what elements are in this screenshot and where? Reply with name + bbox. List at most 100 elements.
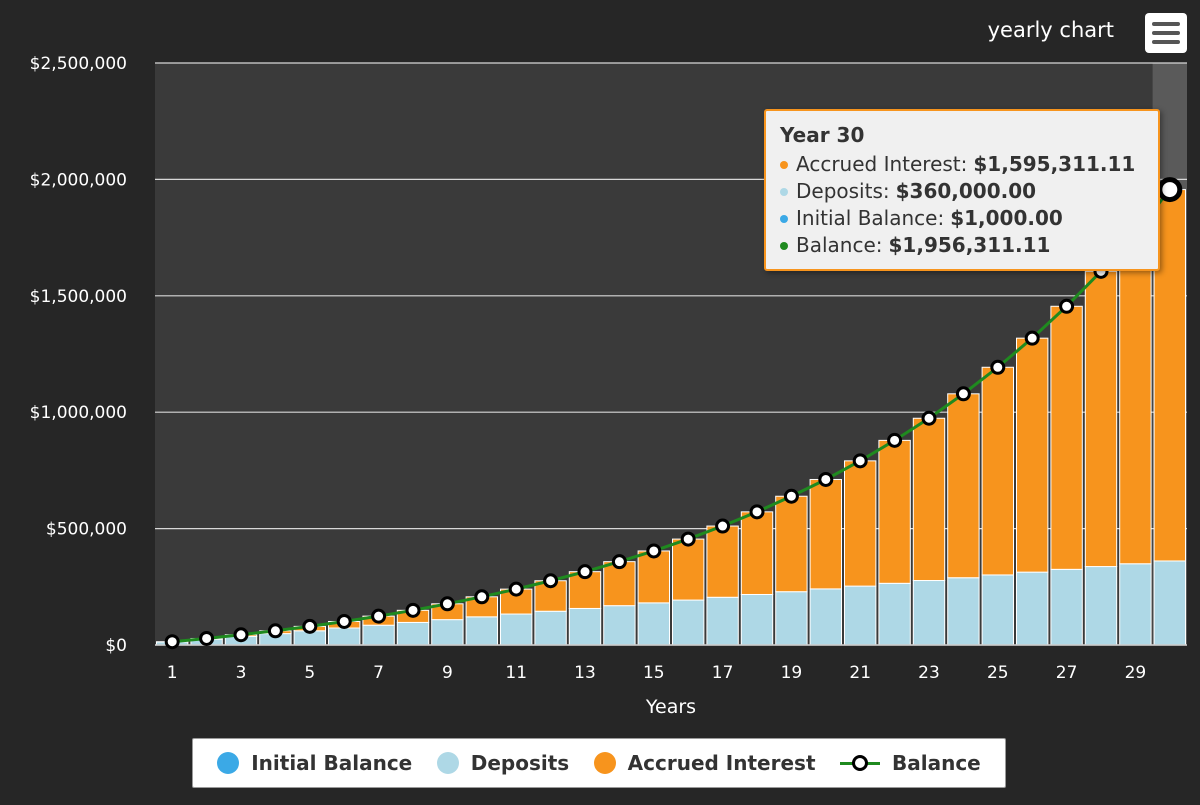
x-tick-label: 19	[781, 663, 803, 683]
tooltip-row-initial: Initial Balance: $1,000.00	[780, 205, 1144, 232]
bar-deposits	[534, 610, 567, 646]
tooltip: Year 30 Accrued Interest: $1,595,311.11 …	[764, 109, 1160, 271]
tooltip-value: $360,000.00	[895, 179, 1037, 203]
y-tick-label: $2,500,000	[30, 54, 127, 74]
y-tick-label: $1,500,000	[30, 287, 127, 307]
bar-deposits	[1084, 566, 1118, 646]
tooltip-row-interest: Accrued Interest: $1,595,311.11	[780, 151, 1144, 178]
bar-deposits	[740, 593, 774, 646]
bar-deposits	[431, 619, 464, 646]
balance-point	[680, 531, 696, 547]
legend: Initial Balance Deposits Accrued Interes…	[192, 738, 1006, 788]
bar-deposits	[1119, 563, 1152, 646]
balance-point	[302, 618, 318, 634]
x-tick-label: 27	[1056, 663, 1078, 683]
bar-deposits	[1050, 568, 1083, 646]
balance-point	[955, 386, 971, 402]
bar-interest	[878, 439, 911, 584]
balance-point	[267, 623, 283, 639]
x-tick-label: 9	[442, 663, 453, 683]
legend-item-deposits[interactable]: Deposits	[436, 751, 570, 775]
bar-interest	[1119, 232, 1152, 565]
balance-point	[715, 518, 731, 534]
bar-deposits	[775, 591, 808, 646]
balance-point	[336, 613, 352, 629]
legend-item-balance[interactable]: Balance	[840, 751, 981, 775]
balance-point	[818, 471, 834, 487]
x-tick-label: 3	[236, 663, 247, 683]
bar-deposits	[1016, 571, 1049, 646]
balance-point	[199, 630, 215, 646]
balance-point	[749, 504, 765, 520]
balance-point	[233, 627, 249, 643]
x-tick-label: 5	[304, 663, 315, 683]
bar-deposits	[637, 602, 670, 646]
x-tick-label: 15	[643, 663, 665, 683]
bar-deposits	[396, 621, 430, 646]
bar-deposits	[981, 574, 1014, 646]
bar-deposits	[328, 627, 361, 646]
y-tick-label: $0	[105, 636, 127, 656]
legend-label: Deposits	[470, 751, 570, 775]
balance-point	[508, 581, 524, 597]
tooltip-dot	[780, 241, 788, 250]
balance-point	[887, 432, 903, 448]
balance-point	[646, 543, 662, 559]
x-tick-label: 21	[849, 663, 871, 683]
bar-interest	[912, 417, 946, 582]
bar-deposits	[844, 585, 877, 646]
hamburger-menu-icon[interactable]	[1145, 13, 1187, 53]
bar-deposits	[500, 613, 533, 646]
balance-point	[1157, 177, 1183, 203]
chart-plot: $0 $500,000 $1,000,000 $1,500,000 $2,000,000…	[30, 54, 1187, 718]
y-tick-label: $500,000	[46, 520, 127, 540]
balance-point	[611, 554, 627, 570]
bar-deposits	[568, 607, 602, 646]
balance-point	[439, 596, 455, 612]
x-tick-label: 7	[373, 663, 384, 683]
balance-point	[990, 359, 1006, 375]
bar-deposits	[672, 599, 705, 646]
bar-interest	[637, 550, 670, 604]
bar-deposits	[912, 580, 946, 646]
bar-deposits	[706, 596, 739, 646]
tooltip-label: Deposits:	[796, 179, 890, 203]
balance-point	[921, 410, 937, 426]
tooltip-dot	[780, 187, 788, 196]
menu-bar	[1152, 31, 1180, 35]
menu-bar	[1152, 40, 1180, 44]
balance-point	[783, 488, 799, 504]
bar-interest	[981, 366, 1014, 576]
bar-deposits	[603, 605, 636, 646]
balance-point	[1024, 330, 1040, 346]
bar-interest	[775, 495, 808, 593]
legend-marker	[217, 752, 240, 774]
legend-item-initial-balance[interactable]: Initial Balance	[217, 751, 412, 775]
tooltip-value: $1,956,311.11	[888, 233, 1051, 257]
bar-interest	[1084, 270, 1118, 568]
legend-item-accrued-interest[interactable]: Accrued Interest	[593, 751, 816, 775]
legend-marker	[840, 751, 880, 775]
legend-marker	[436, 752, 459, 774]
tooltip-dot	[780, 160, 788, 169]
legend-label: Accrued Interest	[627, 751, 816, 775]
legend-label: Balance	[892, 751, 981, 775]
balance-point	[405, 602, 421, 618]
bar-interest	[672, 538, 705, 601]
tooltip-label: Initial Balance:	[796, 206, 945, 230]
balance-point	[1059, 298, 1075, 314]
bar-interest	[1016, 337, 1049, 573]
bar-interest	[947, 393, 980, 579]
tooltip-dot	[780, 214, 788, 223]
bar-deposits	[362, 624, 395, 646]
tooltip-label: Balance:	[796, 233, 883, 257]
x-tick-label: 13	[574, 663, 596, 683]
bar-interest	[1050, 305, 1083, 570]
bar-deposits	[809, 588, 842, 646]
x-tick-label: 25	[987, 663, 1009, 683]
tooltip-value: $1,595,311.11	[973, 152, 1136, 176]
legend-marker	[593, 752, 616, 774]
legend-label: Initial Balance	[251, 751, 413, 775]
tooltip-label: Accrued Interest:	[796, 152, 968, 176]
bar-deposits	[947, 577, 980, 646]
